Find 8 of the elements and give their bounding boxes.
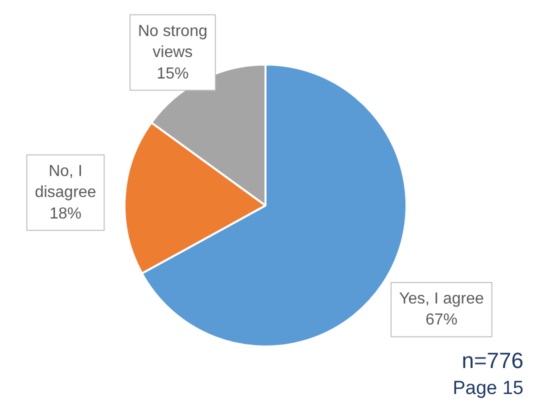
slice-label: Yes, I agree [399, 290, 484, 308]
data-label: 67% [425, 312, 458, 329]
data-label: 18% [49, 205, 82, 222]
slice-label: No, I disagree [34, 162, 96, 202]
data-label: 15% [156, 65, 189, 82]
text: n=776 [462, 348, 524, 373]
text: Page 15 [452, 378, 524, 399]
slice-label: No strong views [138, 22, 208, 61]
